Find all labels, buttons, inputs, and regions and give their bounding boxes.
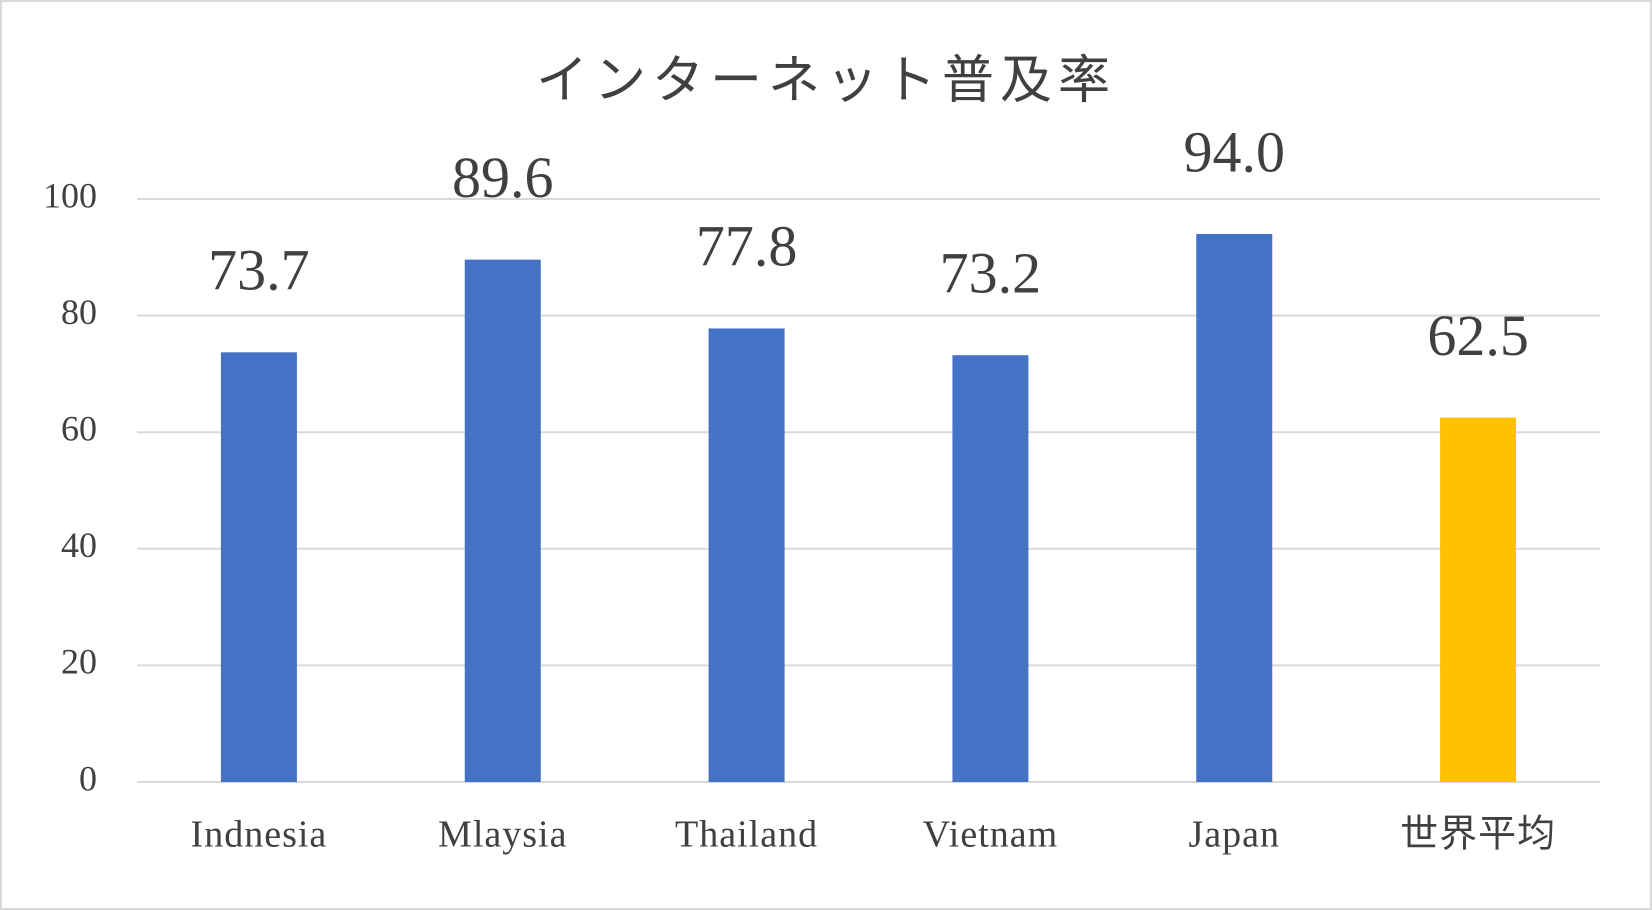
y-tick-label: 100	[43, 175, 97, 215]
x-tick-label: 世界平均	[1400, 814, 1556, 856]
bar	[708, 328, 785, 782]
bar	[220, 352, 297, 782]
value-label: 62.5	[1427, 303, 1529, 368]
y-tick-label: 20	[61, 642, 97, 682]
y-tick-label: 40	[61, 525, 97, 565]
value-label: 77.8	[696, 214, 798, 279]
bar	[952, 355, 1029, 782]
bar	[1196, 233, 1273, 783]
x-tick-label: Thailand	[675, 814, 818, 856]
bar	[464, 259, 541, 783]
value-label: 73.2	[940, 241, 1042, 306]
value-label: 89.6	[452, 145, 554, 210]
x-tick-label: Vietnam	[923, 814, 1059, 856]
chart-title: インターネット普及率	[536, 53, 1116, 110]
x-tick-label: Mlaysia	[438, 814, 567, 856]
value-label: 94.0	[1184, 119, 1286, 184]
x-tick-label: Japan	[1188, 814, 1280, 856]
x-tick-label: Indnesia	[191, 814, 328, 856]
y-tick-label: 60	[61, 408, 97, 448]
y-tick-label: 0	[79, 758, 97, 798]
value-label: 73.7	[208, 238, 310, 303]
y-tick-label: 80	[61, 292, 97, 332]
bar	[1440, 417, 1517, 782]
